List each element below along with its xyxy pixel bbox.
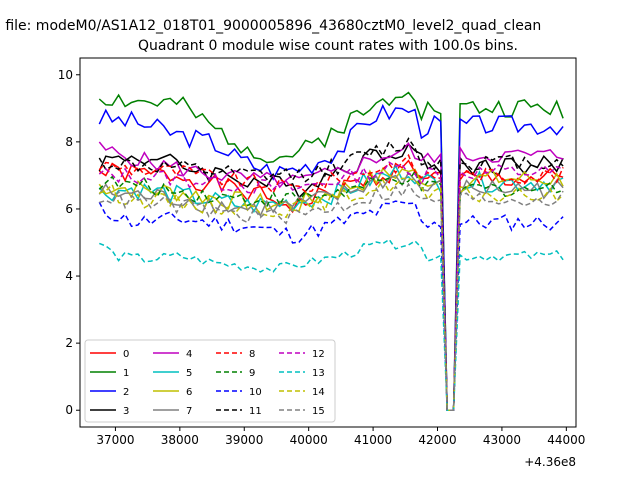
- y-tick-label: 4: [65, 269, 73, 283]
- x-tick-label: 41000: [354, 433, 392, 447]
- legend-label-0: 0: [123, 349, 129, 360]
- legend-label-4: 4: [186, 349, 192, 360]
- y-tick-label: 2: [65, 336, 73, 350]
- series-line-9: [98, 169, 564, 411]
- x-tick-label: 38000: [161, 433, 199, 447]
- legend-label-8: 8: [249, 349, 255, 360]
- series-line-10: [98, 200, 564, 411]
- x-tick-label: 39000: [225, 433, 263, 447]
- series-line-3: [98, 142, 564, 411]
- y-tick-label: 0: [65, 403, 73, 417]
- legend-label-3: 3: [123, 406, 129, 417]
- series-line-1: [98, 91, 564, 411]
- x-tick-label: 43000: [483, 433, 521, 447]
- y-tick-label: 10: [58, 68, 73, 82]
- legend-frame: [84, 339, 336, 423]
- legend-label-10: 10: [249, 387, 262, 398]
- legend-label-1: 1: [123, 368, 129, 379]
- legend-label-15: 15: [312, 406, 325, 417]
- figure-suptitle: n file: modeM0/AS1A12_018T01_9000005896_…: [0, 18, 541, 34]
- series-line-2: [98, 103, 564, 411]
- legend-label-14: 14: [312, 387, 325, 398]
- legend-label-5: 5: [186, 368, 192, 379]
- legend-label-2: 2: [123, 387, 129, 398]
- x-axis: 37000 38000 39000 40000 41000 42000 43000 44000: [96, 427, 585, 447]
- chart-title: Quadrant 0 module wise count rates with …: [138, 38, 518, 54]
- x-tick-label: 44000: [547, 433, 585, 447]
- series-layer: [98, 91, 564, 411]
- series-line-8: [98, 153, 564, 411]
- series-line-11: [98, 137, 564, 411]
- legend-label-6: 6: [186, 387, 192, 398]
- y-tick-label: 8: [65, 135, 73, 149]
- series-line-15: [99, 182, 564, 411]
- legend-label-13: 13: [312, 368, 325, 379]
- legend-label-11: 11: [249, 406, 262, 417]
- legend-label-9: 9: [249, 368, 255, 379]
- y-axis: 0 2 4 6 8 10: [58, 68, 80, 417]
- y-tick-label: 6: [65, 202, 73, 216]
- x-axis-offset-label: +4.36e8: [524, 455, 576, 469]
- series-line-12: [98, 161, 564, 411]
- x-tick-label: 40000: [290, 433, 328, 447]
- x-tick-label: 42000: [418, 433, 456, 447]
- legend-label-7: 7: [186, 406, 192, 417]
- legend-label-12: 12: [312, 349, 325, 360]
- x-tick-label: 37000: [96, 433, 134, 447]
- plot-area-frame: [79, 57, 577, 428]
